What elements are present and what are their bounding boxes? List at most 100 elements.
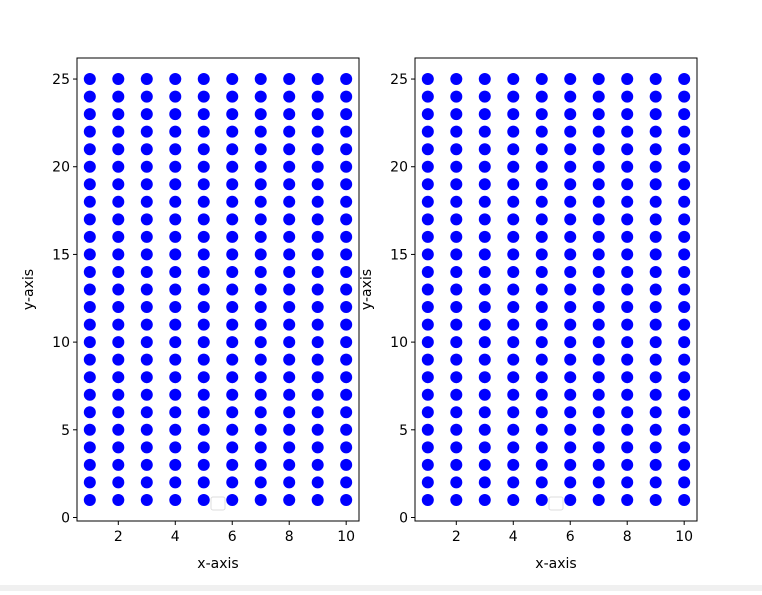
point xyxy=(478,441,491,454)
point xyxy=(226,406,239,419)
point xyxy=(507,195,520,208)
point xyxy=(564,90,577,103)
point xyxy=(254,406,267,419)
point xyxy=(311,248,324,261)
point xyxy=(564,301,577,314)
point xyxy=(283,90,296,103)
point xyxy=(649,248,662,261)
point xyxy=(226,336,239,349)
point xyxy=(169,195,182,208)
point xyxy=(169,371,182,384)
point xyxy=(535,90,548,103)
point xyxy=(649,265,662,278)
point xyxy=(169,458,182,471)
point xyxy=(83,73,96,86)
x-tick-label: 10 xyxy=(675,529,693,545)
point xyxy=(83,213,96,226)
point xyxy=(535,353,548,366)
point xyxy=(592,301,605,314)
point xyxy=(621,73,634,86)
point xyxy=(140,178,153,191)
point xyxy=(197,265,210,278)
y-tick-label: 20 xyxy=(52,160,70,176)
point xyxy=(649,371,662,384)
point xyxy=(254,73,267,86)
point xyxy=(340,230,353,243)
point xyxy=(226,143,239,156)
point xyxy=(478,108,491,121)
point xyxy=(535,371,548,384)
point xyxy=(311,265,324,278)
point xyxy=(535,248,548,261)
point xyxy=(311,493,324,506)
point xyxy=(112,406,125,419)
point xyxy=(283,423,296,436)
point xyxy=(478,125,491,138)
point xyxy=(112,160,125,173)
point xyxy=(535,283,548,296)
point xyxy=(283,265,296,278)
point xyxy=(112,353,125,366)
point xyxy=(311,143,324,156)
point xyxy=(311,423,324,436)
point xyxy=(83,230,96,243)
point xyxy=(592,265,605,278)
point xyxy=(197,493,210,506)
point xyxy=(478,423,491,436)
point xyxy=(450,125,463,138)
point xyxy=(535,388,548,401)
point xyxy=(507,283,520,296)
point xyxy=(197,353,210,366)
point xyxy=(535,301,548,314)
point xyxy=(535,213,548,226)
point xyxy=(450,336,463,349)
point xyxy=(592,108,605,121)
point xyxy=(678,371,691,384)
point xyxy=(450,476,463,489)
point xyxy=(340,353,353,366)
point xyxy=(592,458,605,471)
point xyxy=(564,493,577,506)
point xyxy=(340,423,353,436)
point xyxy=(621,248,634,261)
point xyxy=(621,371,634,384)
point xyxy=(535,318,548,331)
point xyxy=(140,248,153,261)
point xyxy=(311,406,324,419)
point xyxy=(254,265,267,278)
point xyxy=(197,336,210,349)
point xyxy=(340,73,353,86)
point xyxy=(678,318,691,331)
point xyxy=(507,160,520,173)
point xyxy=(535,406,548,419)
point xyxy=(140,423,153,436)
point xyxy=(83,353,96,366)
point xyxy=(592,230,605,243)
point xyxy=(340,143,353,156)
point xyxy=(169,265,182,278)
point xyxy=(421,73,434,86)
point xyxy=(112,336,125,349)
point xyxy=(564,371,577,384)
point xyxy=(450,353,463,366)
point xyxy=(421,371,434,384)
point xyxy=(140,476,153,489)
axes-frame xyxy=(414,57,698,522)
point xyxy=(254,371,267,384)
point xyxy=(169,493,182,506)
point xyxy=(112,388,125,401)
point xyxy=(140,125,153,138)
point xyxy=(340,458,353,471)
point xyxy=(478,230,491,243)
point xyxy=(283,458,296,471)
point xyxy=(226,458,239,471)
point xyxy=(421,283,434,296)
x-tick-label: 2 xyxy=(452,529,461,545)
point xyxy=(649,178,662,191)
point xyxy=(678,90,691,103)
point xyxy=(450,108,463,121)
point xyxy=(421,458,434,471)
point xyxy=(197,213,210,226)
point xyxy=(226,108,239,121)
point xyxy=(169,90,182,103)
